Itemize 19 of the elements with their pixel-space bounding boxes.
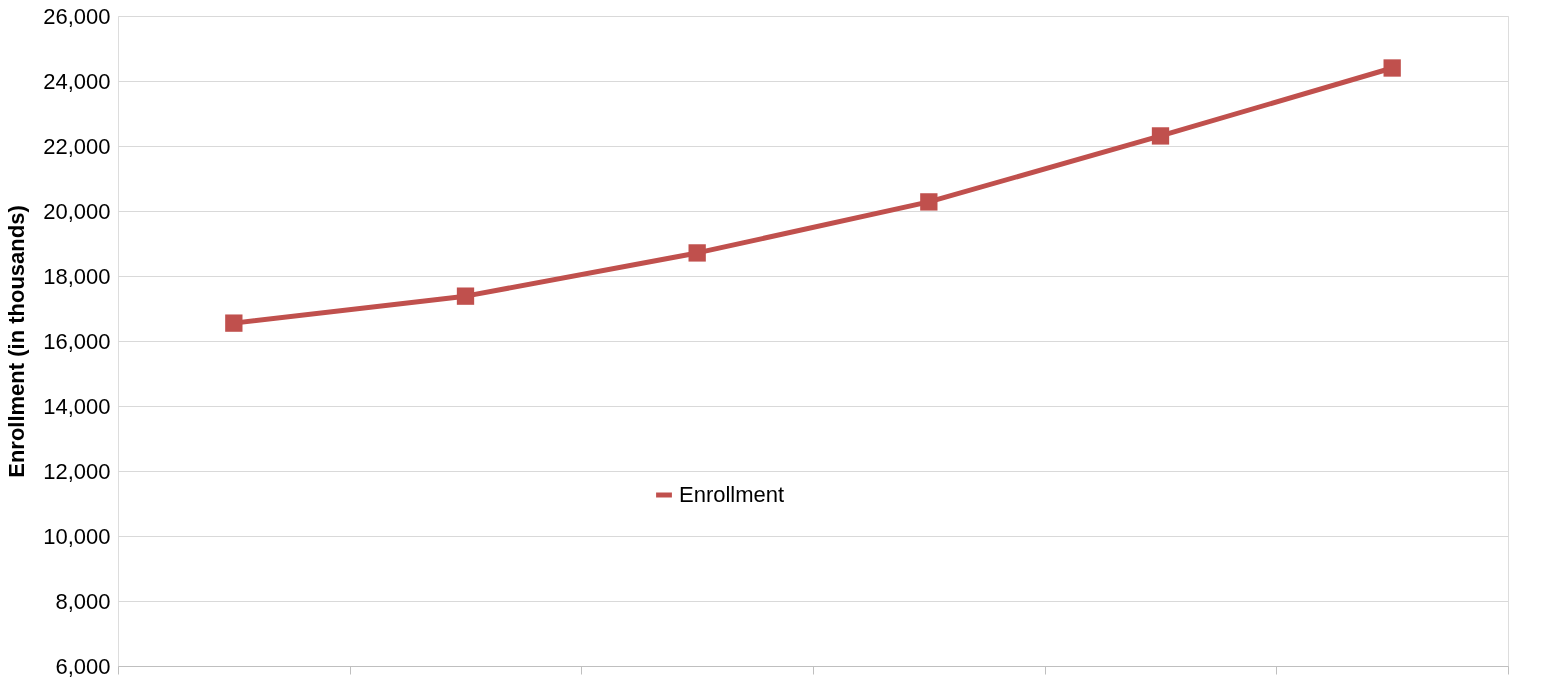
y-tick-label: 8,000 xyxy=(55,588,111,614)
y-tick-label: 26,000 xyxy=(43,3,111,29)
point xyxy=(688,244,706,262)
legend-label: Enrollment xyxy=(679,482,785,507)
y-tick-label: 24,000 xyxy=(43,68,111,94)
y-tick-label: 22,000 xyxy=(43,133,111,159)
point xyxy=(225,314,243,332)
y-tick-label: 16,000 xyxy=(43,328,111,354)
point xyxy=(1151,127,1170,145)
point xyxy=(1383,59,1401,77)
y-tick-label: 12,000 xyxy=(43,458,111,484)
point xyxy=(920,193,938,211)
y-tick-label: 18,000 xyxy=(43,263,111,289)
y-tick-label: 20,000 xyxy=(43,198,111,224)
point xyxy=(456,287,475,305)
y-tick-label: 10,000 xyxy=(43,523,111,549)
y-tick-label: 14,000 xyxy=(43,393,111,419)
y-axis-title: Enrollment (in thousands) xyxy=(4,205,30,478)
y-tick-label: 6,000 xyxy=(55,653,111,679)
